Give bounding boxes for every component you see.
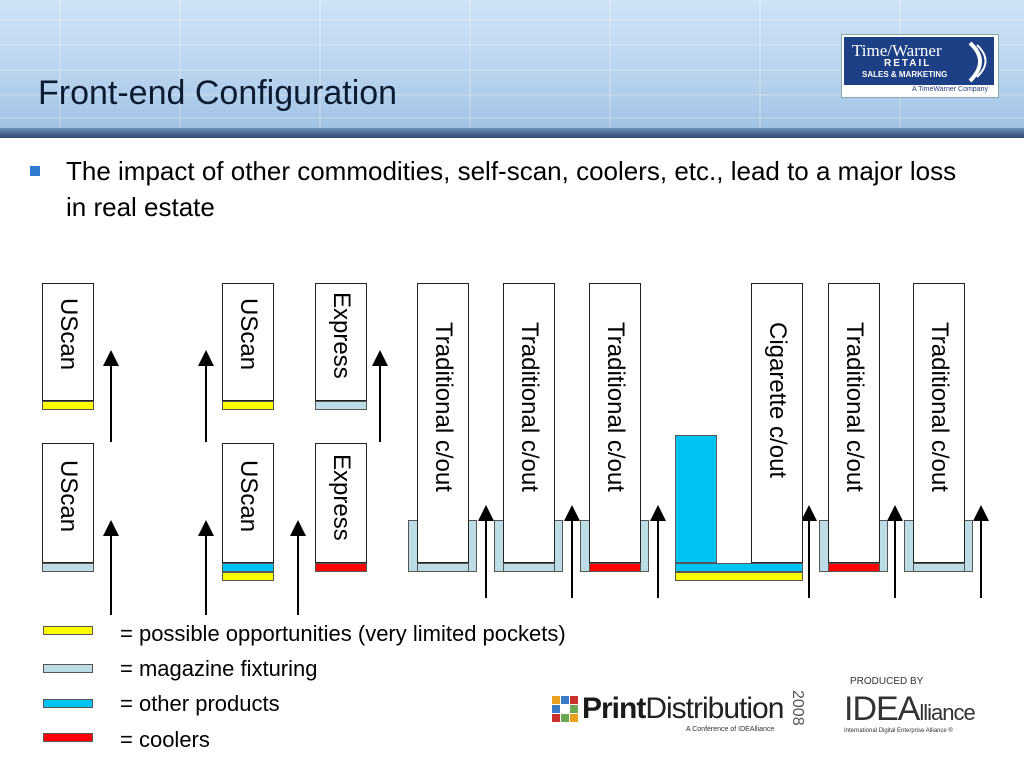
timewarner-logo-sales: SALES & MARKETING [862, 70, 948, 79]
strip-coolers [828, 563, 880, 572]
lane-uscan-1: UScan [42, 283, 94, 401]
lane-label: UScan [55, 298, 82, 371]
strip-magazine [42, 563, 94, 572]
bullet-text: The impact of other commodities, self-sc… [66, 156, 957, 222]
legend-swatch-opportunities [43, 626, 93, 635]
lane-label: Traditional c/out [516, 322, 543, 492]
legend-label-other-products: = other products [120, 691, 280, 716]
print-distribution-logo: PrintDistribution A Conference of IDEAll… [552, 688, 812, 738]
lane-label: Traditional c/out [841, 322, 868, 492]
strip-magazine [503, 563, 555, 572]
lane-label: Express [328, 292, 355, 379]
lane-express-1: Express [315, 283, 367, 401]
strip-magazine [315, 401, 367, 410]
header-divider [0, 128, 1024, 138]
legend-label-opportunities: = possible opportunities (very limited p… [120, 621, 566, 646]
timewarner-logo-company: A TimeWarner Company [912, 86, 988, 93]
lane-label: UScan [235, 298, 262, 371]
lane-label: UScan [55, 460, 82, 533]
lane-cigarette: Cigarette c/out [751, 283, 803, 563]
lane-express-2: Express [315, 443, 367, 563]
print-distribution-name-bold: Print [582, 692, 646, 725]
lane-uscan-3: UScan [222, 283, 274, 401]
strip-magazine [417, 563, 469, 572]
legend-label-magazine: = magazine fixturing [120, 656, 318, 681]
legend-swatch-other-products [43, 699, 93, 708]
strip-magazine [913, 563, 965, 572]
lane-label: Traditional c/out [602, 322, 629, 492]
slide-header: Front-end Configuration Time/Warner RETA… [0, 0, 1024, 138]
idealliance-name: IDEAlliance [844, 690, 976, 729]
strip-opportunity [222, 572, 274, 581]
strip-other-products [675, 563, 803, 572]
strip-opportunity [675, 572, 803, 581]
print-distribution-tagline: A Conference of IDEAlliance [686, 726, 775, 733]
lane-uscan-4: UScan [222, 443, 274, 563]
slide-title: Front-end Configuration [38, 74, 398, 112]
lane-label: Traditional c/out [430, 322, 457, 492]
strip-coolers [315, 563, 367, 572]
timewarner-retail-logo: Time/Warner RETAIL SALES & MARKETING A T… [841, 34, 999, 98]
lane-traditional-4: Traditional c/out [828, 283, 880, 563]
idealliance-name-a: IDEA [844, 690, 920, 728]
idealliance-produced-by: PRODUCED BY [850, 676, 924, 687]
legend-swatch-magazine [43, 664, 93, 673]
other-products-block [675, 435, 717, 563]
bullet-square-icon [30, 166, 40, 176]
strip-other-products [222, 563, 274, 572]
idealliance-logo: PRODUCED BY IDEAlliance International Di… [844, 676, 994, 736]
lane-traditional-2: Traditional c/out [503, 283, 555, 563]
print-distribution-name: PrintDistribution [582, 692, 784, 726]
timewarner-eye-icon [968, 41, 987, 83]
lane-traditional-5: Traditional c/out [913, 283, 965, 563]
idealliance-name-b: lliance [919, 700, 975, 725]
header-grid-pattern [0, 0, 1024, 138]
lane-traditional-3: Traditional c/out [589, 283, 641, 563]
print-distribution-year: 2008 [789, 690, 806, 726]
lane-label: Express [328, 454, 355, 541]
print-distribution-name-light: Distribution [645, 692, 784, 725]
strip-coolers [589, 563, 641, 572]
lane-uscan-2: UScan [42, 443, 94, 563]
lane-label: UScan [235, 460, 262, 533]
print-distribution-mark-icon [552, 696, 578, 722]
strip-opportunity [42, 401, 94, 410]
lane-traditional-1: Traditional c/out [417, 283, 469, 563]
legend-label-coolers: = coolers [120, 727, 210, 752]
timewarner-logo-retail: RETAIL [884, 58, 932, 69]
idealliance-tagline: International Digital Enterprise Allianc… [844, 728, 953, 734]
strip-opportunity [222, 401, 274, 410]
legend-swatch-coolers [43, 733, 93, 742]
lane-label: Cigarette c/out [764, 322, 791, 479]
timewarner-logo-name: Time/Warner [852, 41, 942, 60]
timewarner-logo-panel: Time/Warner RETAIL SALES & MARKETING [844, 37, 994, 85]
lane-label: Traditional c/out [926, 322, 953, 492]
